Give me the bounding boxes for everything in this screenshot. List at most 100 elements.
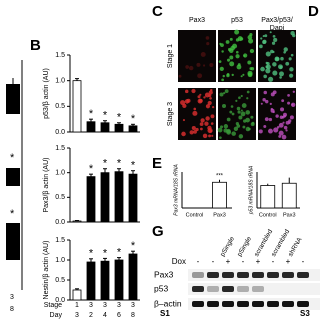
cell [285,61,290,66]
dox-sign: - [272,257,275,266]
cell [231,73,234,77]
cell [251,121,255,125]
cell [250,67,255,71]
cell [287,93,290,97]
cell [199,122,204,127]
cell [265,65,269,69]
cell [270,108,275,113]
band [192,286,204,292]
cell [223,124,229,129]
y-tick-label: 0.5 [55,194,65,201]
y-tick-label: 1.5 [55,52,65,59]
cell [260,102,263,105]
cell [291,102,296,107]
footer-label: S1 [160,309,170,318]
stage-value: 3 [103,302,107,309]
band [282,272,294,278]
cell [223,92,226,95]
day-value: 8 [10,306,14,313]
cell [280,107,285,112]
column-header: p53 [231,17,243,24]
cell [198,98,203,103]
bar [72,289,82,301]
cell [265,99,269,104]
dox-sign: - [197,257,200,266]
cell [223,128,228,133]
bar [128,253,138,301]
cell [272,62,277,67]
cell [193,107,197,111]
cell [240,94,243,98]
stage-value: 3 [117,302,121,309]
cell [235,54,240,59]
cell [283,47,288,52]
cell [243,54,246,57]
cell [238,134,244,139]
bar [6,168,20,186]
bar [114,123,124,133]
cell [242,73,245,76]
dox-sign: + [226,257,231,266]
star: * [131,240,136,252]
cell [208,90,213,95]
cell [241,103,247,108]
stage-value: 3 [10,294,14,301]
cell [209,96,212,100]
stage-value: 1 [75,302,79,309]
cell [249,48,255,54]
blot-strip [188,283,320,295]
panel-label: E [152,155,162,172]
y-tick-label: 1.5 [55,237,65,244]
cell [262,40,267,45]
cell [205,116,210,121]
cell [235,50,239,54]
cell [193,129,197,134]
cell [246,97,249,100]
bar [86,121,96,133]
band [237,301,249,307]
bar [100,260,110,301]
cell [180,100,186,106]
cell [205,104,211,109]
panel-label: G [152,223,164,240]
column-header-line: Dapi [270,25,285,32]
star: * [10,208,15,220]
cell [230,105,234,108]
cell [229,55,234,60]
cell [221,78,225,82]
y-tick-label: 1.0 [55,170,65,177]
cell [196,62,201,67]
panel-label: D [308,3,319,20]
cell [224,89,229,94]
cell [219,136,222,140]
cell [200,118,205,123]
cell [259,44,263,49]
cell [229,37,233,41]
bar [114,259,124,301]
cell [263,74,267,79]
cell [285,120,290,125]
cell [287,101,291,105]
cell [188,65,194,71]
cell [207,100,212,106]
bar [72,220,82,223]
dox-sign: + [286,257,291,266]
cell [189,130,194,135]
cell [226,58,231,62]
dox-sign: - [302,257,305,266]
y-tick-label: 0.0 [55,219,65,226]
cell [226,117,231,122]
band [222,301,234,307]
cell [279,115,284,119]
cell [236,64,242,70]
cell [282,121,285,124]
cell [236,124,241,128]
bar [128,125,138,133]
day-value: 3 [75,312,79,319]
cell [204,121,209,126]
star: * [131,160,136,172]
bar [114,171,124,223]
y-axis-label: Pax3/β actin (AU) [43,158,50,213]
